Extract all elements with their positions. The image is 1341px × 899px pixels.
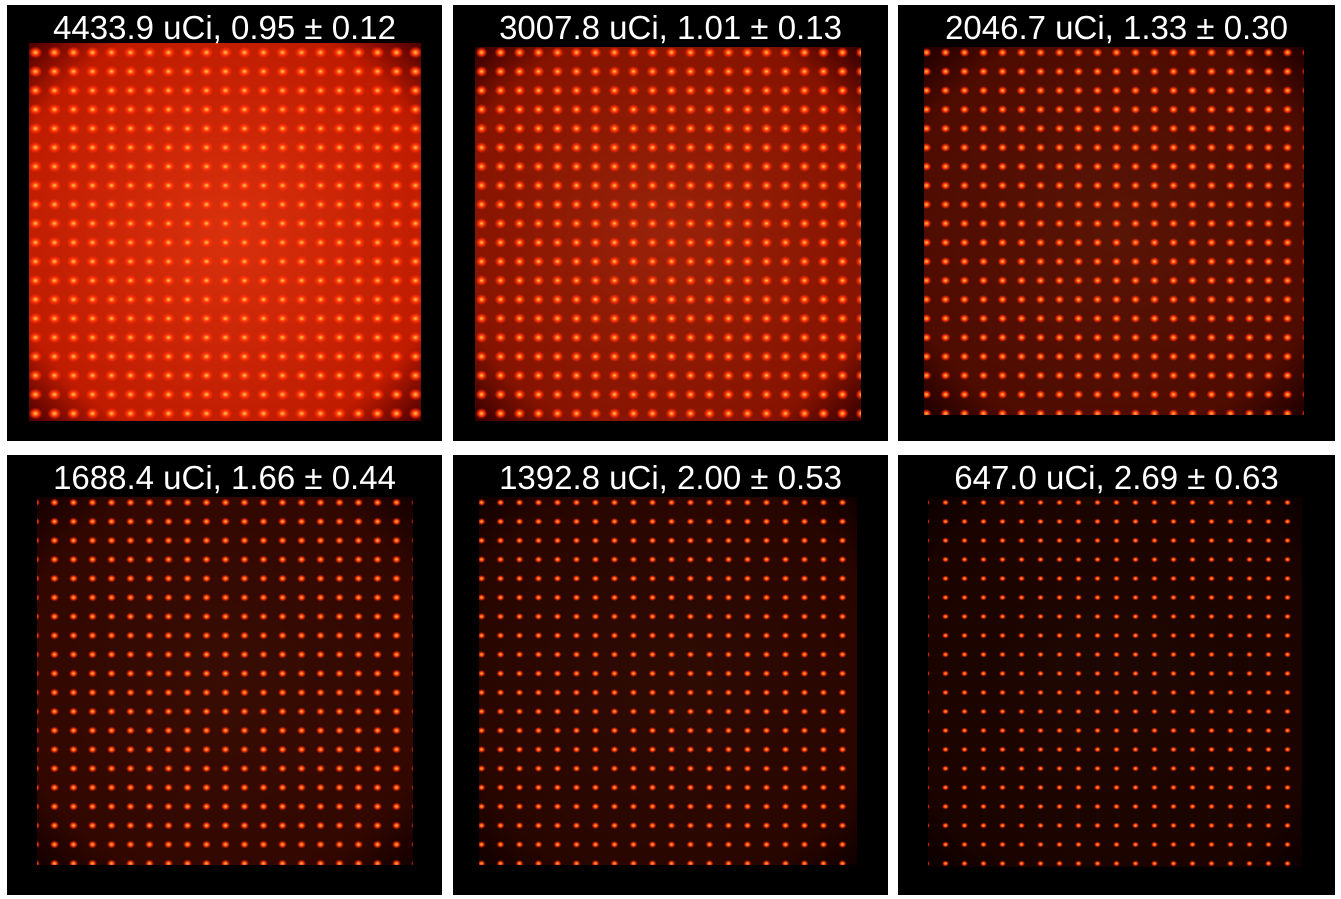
panel-label: 647.0 uCi, 2.69 ± 0.63 bbox=[954, 459, 1279, 496]
panel: 2046.7 uCi, 1.33 ± 0.30 bbox=[898, 5, 1335, 441]
panel: 1392.8 uCi, 2.00 ± 0.53 bbox=[453, 455, 888, 895]
panel-label: 2046.7 uCi, 1.33 ± 0.30 bbox=[945, 9, 1288, 46]
flood-image bbox=[479, 497, 857, 865]
flood-image bbox=[29, 43, 421, 421]
panel-label: 1688.4 uCi, 1.66 ± 0.44 bbox=[53, 459, 396, 496]
panel-label: 4433.9 uCi, 0.95 ± 0.12 bbox=[53, 9, 396, 46]
panel: 647.0 uCi, 2.69 ± 0.63 bbox=[898, 455, 1335, 895]
panel: 1688.4 uCi, 1.66 ± 0.44 bbox=[7, 455, 442, 895]
panel-label: 1392.8 uCi, 2.00 ± 0.53 bbox=[499, 459, 842, 496]
panel-label: 3007.8 uCi, 1.01 ± 0.13 bbox=[499, 9, 842, 46]
panel: 4433.9 uCi, 0.95 ± 0.12 bbox=[7, 5, 442, 441]
panel: 3007.8 uCi, 1.01 ± 0.13 bbox=[453, 5, 888, 441]
flood-image bbox=[928, 497, 1302, 867]
flood-image bbox=[475, 47, 861, 421]
flood-image bbox=[924, 47, 1304, 415]
flood-image bbox=[37, 497, 413, 865]
